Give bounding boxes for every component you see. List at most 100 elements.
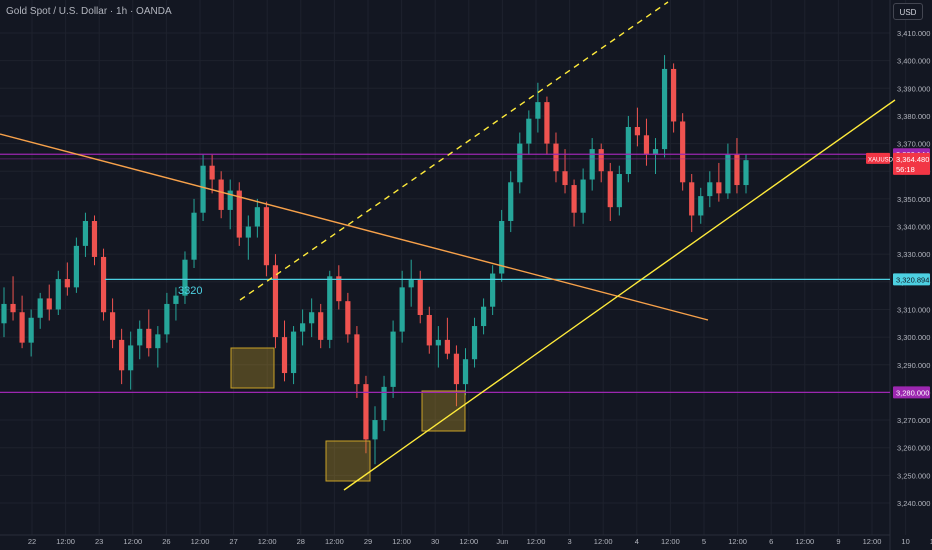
candle-body xyxy=(345,301,351,335)
candle-body xyxy=(64,279,70,288)
candle-body xyxy=(191,212,197,260)
candle xyxy=(453,345,460,407)
candle xyxy=(236,182,242,246)
candle-body xyxy=(209,165,215,180)
level-tag-3280-bg xyxy=(893,386,930,399)
candle xyxy=(281,320,288,382)
candle xyxy=(372,406,378,465)
x-tick-label: 12:00 xyxy=(56,537,75,546)
candle-body xyxy=(716,182,722,194)
x-tick-label: 3 xyxy=(568,537,572,546)
y-tick-label: 3,290.000 xyxy=(897,361,930,370)
candle-body xyxy=(182,259,188,296)
x-tick-label: 6 xyxy=(769,537,773,546)
candle xyxy=(462,348,469,396)
candle-body xyxy=(82,221,89,246)
y-tick-label: 3,390.000 xyxy=(897,84,930,93)
candle-body xyxy=(471,326,478,360)
highlight-box xyxy=(325,440,371,482)
candle-body xyxy=(164,303,170,335)
candle xyxy=(490,265,496,315)
candle-body xyxy=(146,328,152,349)
y-tick-label: 3,350.000 xyxy=(897,195,930,204)
candle xyxy=(128,331,134,390)
candle-body xyxy=(128,345,134,371)
candle xyxy=(209,154,215,194)
candle xyxy=(64,262,70,296)
x-axis-labels: 22 12:00 23 12:00 26 12:00 27 12:00 28 12:00 29 12:… xyxy=(28,537,932,546)
candle-body xyxy=(109,312,116,340)
candle xyxy=(245,215,251,260)
x-tick-label: 12:00 xyxy=(459,537,478,546)
y-tick-label: 3,410.000 xyxy=(897,29,930,38)
candle-body xyxy=(354,334,360,385)
candle xyxy=(263,201,270,277)
x-tick-label: 5 xyxy=(702,537,706,546)
candle-body xyxy=(616,174,622,208)
candle-body xyxy=(453,353,460,385)
level-tag-3320: 3,320.894 xyxy=(893,273,930,286)
candle-body xyxy=(300,323,306,332)
x-tick-label: 23 xyxy=(95,537,103,546)
currency-button[interactable]: USD xyxy=(893,3,923,20)
candle xyxy=(417,270,423,324)
y-tick-label: 3,270.000 xyxy=(897,416,930,425)
candle-body xyxy=(281,337,288,374)
candle xyxy=(109,298,116,349)
candle xyxy=(471,317,478,368)
candle xyxy=(517,132,523,194)
candle-body xyxy=(137,328,143,346)
ascending-trendline xyxy=(343,99,896,491)
x-tick-label: 29 xyxy=(364,537,372,546)
x-tick-label: 12:00 xyxy=(191,537,210,546)
highlight-box xyxy=(421,390,466,432)
candle-body xyxy=(381,386,387,421)
candle xyxy=(526,110,532,155)
candles xyxy=(1,55,749,465)
highlight-box xyxy=(230,347,275,389)
candle xyxy=(671,63,677,133)
candle-body xyxy=(625,127,631,174)
candle xyxy=(272,254,279,349)
candle-body xyxy=(499,221,505,274)
candle-body xyxy=(91,221,98,257)
candle-body xyxy=(643,135,650,155)
x-tick-label: 4 xyxy=(635,537,639,546)
candle xyxy=(725,143,731,199)
candle xyxy=(318,303,324,349)
candle xyxy=(390,320,396,398)
candle-body xyxy=(571,185,577,213)
y-tick-label: 3,370.000 xyxy=(897,140,930,149)
candle xyxy=(698,187,704,224)
candle-body xyxy=(580,179,586,213)
candle-body xyxy=(227,190,233,210)
candle-body xyxy=(290,331,297,374)
candle xyxy=(1,287,7,338)
candle xyxy=(716,162,722,202)
level-label-3320: 3320 xyxy=(178,285,202,297)
level-tag-3280-text: 3,280.000 xyxy=(896,388,929,397)
candle xyxy=(589,138,595,191)
candle-body xyxy=(155,334,161,349)
countdown-text: 56:18 xyxy=(896,165,915,174)
x-tick-label: 12:00 xyxy=(594,537,613,546)
y-tick-label: 3,260.000 xyxy=(897,444,930,453)
x-tick-label: 26 xyxy=(162,537,170,546)
candle-body xyxy=(734,154,740,186)
candle xyxy=(10,276,16,321)
candle xyxy=(381,375,387,432)
candle xyxy=(73,237,79,293)
candle xyxy=(345,292,351,343)
y-tick-label: 3,400.000 xyxy=(897,57,930,66)
candle-body xyxy=(55,279,61,310)
x-tick-label: 12:00 xyxy=(392,537,411,546)
level-tag-3320-bg xyxy=(893,273,930,286)
candle xyxy=(480,298,487,335)
candle xyxy=(544,96,550,155)
x-tick-label: 27 xyxy=(229,537,237,546)
candle-body xyxy=(236,190,242,238)
candle-body xyxy=(725,154,731,194)
candle-body xyxy=(562,171,568,186)
candle xyxy=(643,118,650,166)
